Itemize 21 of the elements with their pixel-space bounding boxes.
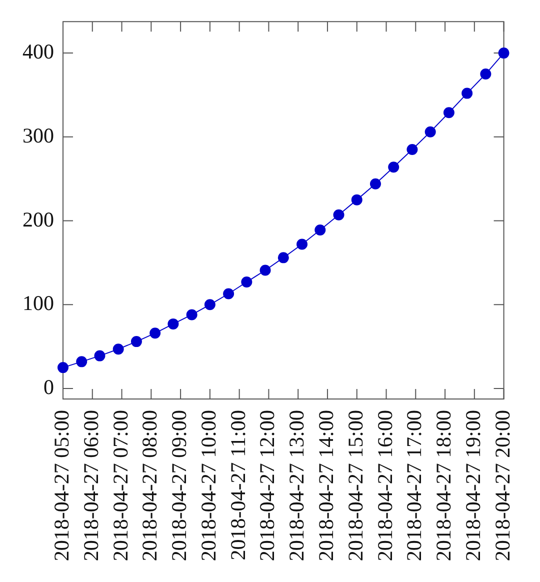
x-tick-label: 2018-04-27 10:00 xyxy=(196,410,220,562)
y-tick-label: 100 xyxy=(22,291,54,316)
x-tick-label: 2018-04-27 11:00 xyxy=(226,410,250,560)
y-tick-label: 400 xyxy=(22,40,54,64)
x-tick-label: 2018-04-27 19:00 xyxy=(460,410,485,562)
x-tick-label: 2018-04-27 13:00 xyxy=(284,410,309,562)
x-tick-label: 2018-04-27 08:00 xyxy=(138,410,162,562)
x-tick-label: 2018-04-27 12:00 xyxy=(255,410,280,562)
x-tick-label: 2018-04-27 20:00 xyxy=(490,410,514,562)
x-tick-label: 2018-04-27 14:00 xyxy=(314,410,338,562)
x-tick-label: 2018-04-27 07:00 xyxy=(108,410,132,562)
y-tick-label: 300 xyxy=(22,123,54,148)
x-tick-label: 2018-04-27 06:00 xyxy=(78,410,103,562)
x-tick-label: 2018-04-27 05:00 xyxy=(50,410,74,562)
y-tick-label: 0 xyxy=(44,375,54,400)
x-tick-label: 2018-04-27 09:00 xyxy=(167,410,192,562)
x-tick-label: 2018-04-27 15:00 xyxy=(343,410,368,562)
y-tick-label: 200 xyxy=(22,207,54,232)
x-tick-label: 2018-04-27 17:00 xyxy=(402,410,426,562)
x-tick-label: 2018-04-27 18:00 xyxy=(432,410,456,562)
x-tick-label: 2018-04-27 16:00 xyxy=(372,410,397,562)
